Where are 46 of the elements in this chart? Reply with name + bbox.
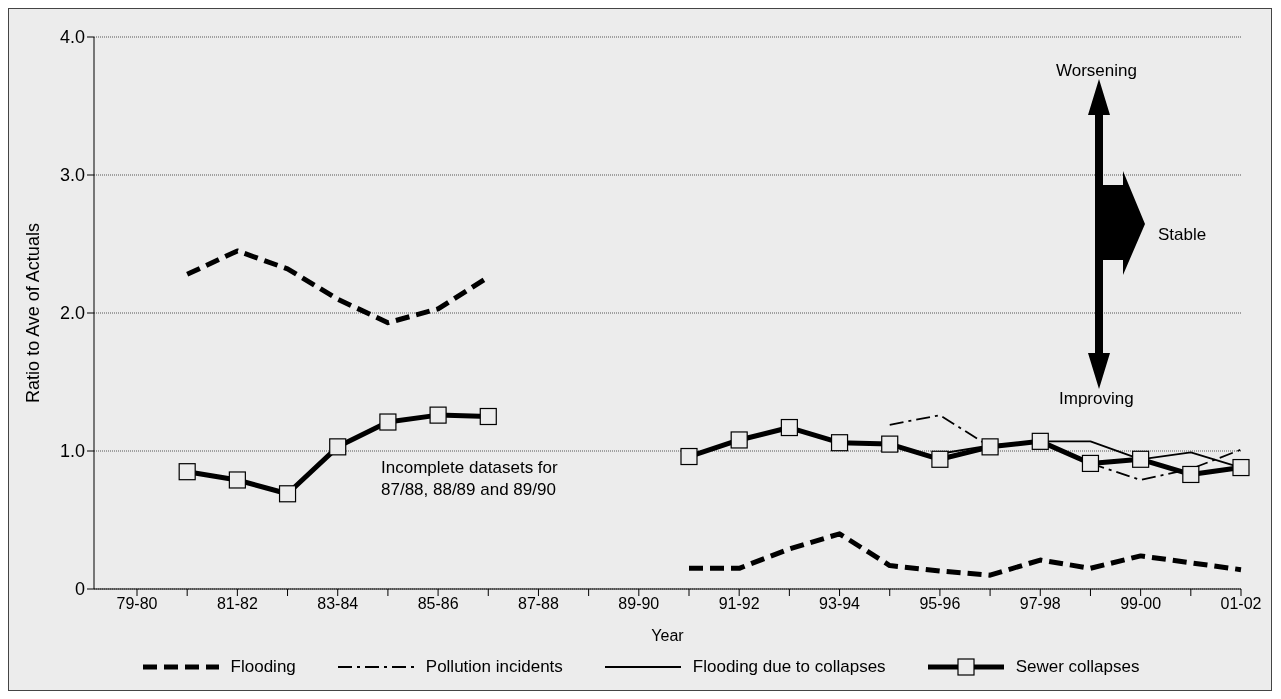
y-tick-label: 0 — [74, 579, 85, 600]
x-tick-label: 97-98 — [1019, 595, 1061, 613]
point — [1182, 465, 1200, 484]
y-tick-label: 1.0 — [59, 441, 85, 462]
x-tick-label: 93-94 — [819, 595, 861, 613]
point — [931, 450, 949, 468]
x-tick-label: 01-02 — [1220, 595, 1262, 613]
point — [379, 413, 397, 431]
point — [881, 435, 899, 453]
point — [1132, 450, 1150, 468]
legend-label: Sewer collapses — [1015, 657, 1140, 677]
point — [329, 438, 347, 456]
x-tick-label: 89-90 — [618, 595, 660, 613]
x-tick-label: 87-88 — [517, 595, 560, 613]
point — [1081, 454, 1100, 473]
x-tick-label: 99-00 — [1120, 595, 1162, 613]
point — [1031, 432, 1049, 450]
point — [830, 434, 849, 452]
point — [178, 463, 196, 481]
annotation: Worsening — [1056, 61, 1137, 81]
point — [479, 407, 497, 426]
point — [1232, 458, 1250, 477]
x-tick-label: 83-84 — [317, 595, 359, 613]
y-axis-title: Ratio to Ave of Actuals — [23, 223, 44, 403]
y-tick-label: 3.0 — [59, 165, 85, 186]
annotation: Improving — [1059, 389, 1134, 409]
annotation: Incomplete datasets for 87/88, 88/89 and 89/90 — [381, 457, 558, 501]
annotation: Stable — [1158, 225, 1207, 245]
x-tick-label: 81-82 — [216, 595, 258, 613]
point — [780, 418, 798, 437]
point — [981, 438, 999, 456]
x-tick-label: 95-96 — [919, 595, 961, 613]
legend-label: Pollution incidents — [425, 657, 563, 677]
y-tick-label: 2.0 — [59, 303, 85, 324]
point — [228, 471, 246, 489]
legend-label: Flooding — [230, 657, 296, 677]
y-tick-label: 4.0 — [59, 27, 85, 48]
x-axis-title: Year — [651, 627, 685, 644]
point — [429, 406, 447, 424]
point — [680, 447, 698, 466]
x-tick-label: 79-80 — [116, 595, 158, 613]
legend-label: Flooding due to collapses — [692, 657, 886, 677]
x-tick-label: 85-86 — [417, 595, 459, 613]
point — [278, 485, 297, 503]
x-tick-label: 91-92 — [718, 595, 760, 613]
point — [730, 431, 748, 449]
